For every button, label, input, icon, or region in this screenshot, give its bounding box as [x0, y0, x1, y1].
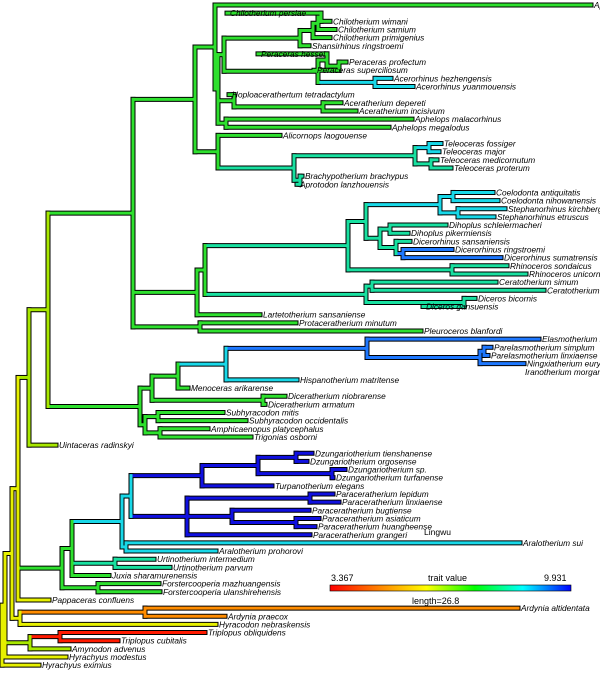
tip-label: Teleoceras major: [442, 147, 507, 157]
tip-label: Ceratotherium neumayri: [547, 285, 600, 295]
tip-label: Trigonias osborni: [254, 432, 318, 442]
tip-label: Ceratotherium simum: [499, 277, 578, 287]
tip-label: Stephanorhinus etruscus: [497, 212, 589, 222]
legend-max-label: 9.931: [544, 573, 567, 583]
tip-label: Chilotherium persiae: [230, 8, 306, 18]
tip-label: Dicerorhinus sumatrensis: [504, 253, 598, 263]
tip-label: Dicerorhinus sansaniensis: [413, 236, 510, 246]
tip-label: Hyrachyus modestus: [69, 652, 146, 662]
tip-label: Peraceras profectum: [349, 57, 426, 67]
tip-label: Teleoceras medicornutum: [440, 155, 535, 165]
tip-label: Shansirhinus ringstroemi: [312, 41, 404, 51]
tip-label: Dzungariotherium tienshanense: [315, 448, 433, 458]
tip-label: Diceros gansuensis: [426, 302, 498, 312]
tip-label: Triplopus cubitalis: [121, 636, 187, 646]
tip-label: Peraceras superciliosum: [317, 65, 408, 75]
legend-min-label: 3.367: [331, 573, 354, 583]
tip-label: Paraceratherium grangeri: [313, 530, 408, 540]
tree-branch-outlines: [0, 2, 594, 668]
tip-label: Acerorhinus yuanmouensis: [415, 82, 516, 92]
tip-label: Urtinotherium parvum: [173, 562, 253, 572]
tip-label: Hyracodon nebraskensis: [219, 619, 310, 629]
tip-label: Stephanorhinus kirchbergensis: [508, 204, 600, 214]
tip-label: Aceratherium incisivum: [358, 106, 445, 116]
tip-label: Urtinotherium intermedium: [157, 554, 255, 564]
tip-label: Juxia sharamurenensis: [111, 571, 197, 581]
tip-label: Dihoplus pikermiensis: [411, 228, 492, 238]
tip-note-lingwu: Lingwu: [424, 527, 451, 537]
tip-label: Aprotodon lanzhouensis: [299, 179, 389, 189]
tip-label: Elasmotherium sibiricum: [542, 334, 600, 344]
tip-label: Hyrachyus eximius: [42, 660, 112, 670]
tip-label: Aphelops mutilus: [593, 0, 600, 10]
tip-label: Aralotherium prohorovi: [218, 546, 304, 556]
tip-label: Paraceratherium linxiaense: [342, 497, 443, 507]
tip-label: Dzungariotherium orgosense: [310, 456, 417, 466]
tip-label: Chilotherium samium: [338, 24, 416, 34]
tip-label: Forstercooperia ulanshirehensis: [163, 587, 281, 597]
tip-label: Protaceratherium minutum: [299, 318, 397, 328]
legend-length-label: length=26.8: [412, 596, 459, 606]
tip-label: Diceratherium niobrarense: [288, 391, 386, 401]
tip-label: Aphelops malacorhinus: [414, 114, 501, 124]
tip-label: Aphelops megalodus: [391, 122, 470, 132]
tip-label: Triplopus obliquidens: [208, 628, 286, 638]
tip-label: Ardynia altidentata: [520, 603, 590, 613]
tip-label: Hoploacerathertum tetradactylum: [232, 90, 355, 100]
tip-label: Parelasmotherium simplum: [494, 342, 595, 352]
tip-label: Hispanotherium matritense: [300, 375, 400, 385]
tip-label: Lartetotherium sansaniense: [263, 310, 366, 320]
tip-label: Iranotherium morgani: [525, 367, 600, 377]
tip-label: Rhinoceros unicornis: [529, 269, 600, 279]
tip-label: Menoceras arikarense: [191, 383, 273, 393]
tip-label: Amynodon advenus: [71, 644, 145, 654]
tip-label: Chilotherium wimani: [333, 16, 409, 26]
tip-label: Forstercooperia mazhuangensis: [162, 579, 281, 589]
tip-labels: Aphelops mutilus Chilotherium persiae Chil…: [42, 0, 600, 670]
tip-label: Dzungariotherium turfanense: [336, 473, 443, 483]
legend-title: trait value: [428, 573, 467, 583]
tip-label: Dihoplus schleiermacheri: [449, 220, 543, 230]
tip-label: Pappaceras confluens: [52, 595, 134, 605]
color-legend: 3.367 trait value 9.931 length=26.8: [329, 573, 572, 606]
tip-label: Paraceratherium asiaticum: [322, 513, 421, 523]
tip-label: Subhyracodon mitis: [226, 408, 299, 418]
tree-branches: [0, 3, 593, 667]
tip-label: Peraceras hessei: [261, 49, 326, 59]
tip-label: Parelasmotherium linxiaense: [491, 350, 598, 360]
tip-label: Aceratherium depereti: [343, 98, 427, 108]
tip-label: Subhyracodon occidentalis: [249, 416, 348, 426]
tip-label: Uintaceras radinskyi: [59, 440, 135, 450]
tip-label: Brachypotherium brachypus: [305, 171, 408, 181]
tip-label: Dzungariotherium sp.: [348, 465, 427, 475]
tip-label: Paraceratherium lepidum: [336, 489, 429, 499]
tip-label: Dicerorhinus ringstroemi: [455, 245, 546, 255]
tip-label: Coelodonta antiquitatis: [496, 187, 580, 197]
tip-label: Amphicaenopus platycephalus: [210, 424, 324, 434]
tip-label: Diceros bicornis: [478, 293, 537, 303]
legend-color-bar: [329, 584, 572, 592]
tip-label: Ningxiatherium euryrhinus: [527, 359, 600, 369]
tip-label: Teleoceras fossiger: [444, 139, 517, 149]
tip-label: Teleoceras proterum: [454, 163, 530, 173]
tip-label: Rhinoceros sondaicus: [510, 261, 592, 271]
tip-label: Aralotherium sui: [522, 538, 584, 548]
tip-label: Alicornops laogouense: [282, 130, 367, 140]
tip-label: Pleuroceros blanfordi: [424, 326, 504, 336]
tip-label: Paraceratherium huangheense: [318, 522, 432, 532]
tip-label: Turpanotherium elegans: [275, 481, 364, 491]
tip-label: Coelodonta nihowanensis: [501, 196, 596, 206]
tip-label: Paraceratherium bugtiense: [312, 505, 412, 515]
tip-label: Ardynia praecox: [227, 611, 289, 621]
tip-label: Diceratherium armatum: [268, 399, 355, 409]
tip-label: Chilotherium primigenius: [333, 33, 424, 43]
tip-label: Acerorhinus hezhengensis: [393, 73, 492, 83]
